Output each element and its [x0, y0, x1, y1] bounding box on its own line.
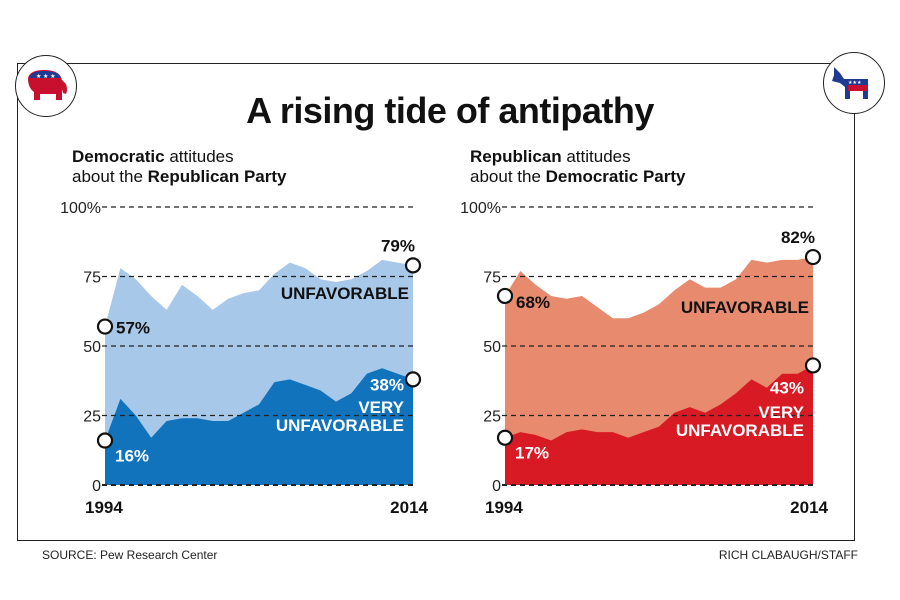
source-note: SOURCE: Pew Research Center	[42, 548, 218, 562]
subtitle-bold: Republican Party	[147, 167, 287, 186]
left-area-chart: 100% 75 50 25 0 1994 2014 57% 79% 16% 38% UNFAVORAB…	[60, 200, 428, 517]
data-point-marker	[96, 432, 114, 449]
y-tick-label: 100%	[460, 200, 501, 217]
start-unfavorable-label: 68%	[516, 293, 550, 312]
end-very-unfavorable-label: 43%	[770, 378, 804, 397]
data-point-marker	[496, 287, 514, 305]
svg-text:★ ★ ★: ★ ★ ★	[36, 73, 55, 80]
republican-elephant-icon: ★ ★ ★	[15, 55, 77, 117]
y-tick-label: 50	[483, 339, 501, 356]
start-unfavorable-label: 57%	[116, 319, 150, 338]
end-unfavorable-label: 79%	[381, 236, 415, 255]
svg-text:★★★: ★★★	[848, 80, 862, 86]
page-title: A rising tide of antipathy	[246, 90, 654, 131]
subtitle-bold: Democratic Party	[545, 167, 686, 186]
right-subtitle: Republican attitudes about the Democrati…	[470, 147, 685, 187]
y-tick-label: 25	[83, 409, 101, 426]
unfavorable-series-label: UNFAVORABLE	[681, 298, 809, 317]
democratic-donkey-icon: ★★★	[823, 52, 885, 114]
y-tick-label: 25	[483, 409, 501, 426]
end-very-unfavorable-label: 38%	[370, 375, 404, 394]
data-point-marker	[404, 257, 422, 274]
y-tick-label: 0	[492, 478, 501, 495]
subtitle-text: attitudes	[164, 147, 234, 166]
data-point-marker	[804, 357, 822, 374]
data-point-marker	[804, 248, 822, 266]
y-tick-label: 75	[483, 270, 501, 287]
frame	[17, 63, 855, 541]
credit-note: RICH CLABAUGH/STAFF	[718, 548, 858, 562]
very-unfavorable-series-label: VERY	[358, 398, 404, 417]
data-point-marker	[96, 318, 114, 335]
y-tick-label: 50	[83, 339, 101, 356]
start-very-unfavorable-label: 17%	[515, 444, 549, 463]
x-tick-label: 2014	[790, 498, 828, 517]
very-unfavorable-area	[505, 365, 813, 485]
subtitle-bold: Democratic	[72, 147, 165, 166]
subtitle-text: attitudes	[561, 147, 631, 166]
end-unfavorable-label: 82%	[781, 228, 815, 247]
x-tick-label: 2014	[390, 498, 428, 517]
very-unfavorable-series-label: UNFAVORABLE	[276, 416, 404, 435]
unfavorable-series-label: UNFAVORABLE	[281, 284, 409, 303]
y-tick-label: 0	[92, 478, 101, 495]
start-very-unfavorable-label: 16%	[115, 447, 149, 466]
x-tick-label: 1994	[485, 498, 523, 517]
y-tick-label: 100%	[60, 200, 101, 217]
data-point-marker	[404, 371, 422, 388]
subtitle-text: about the	[72, 167, 148, 186]
x-tick-label: 1994	[85, 498, 123, 517]
very-unfavorable-area	[105, 368, 413, 485]
subtitle-bold: Republican	[470, 147, 562, 166]
right-area-chart: 100% 75 50 25 0 1994 2014 68% 82% 17% 43% UNFAVORAB…	[460, 200, 828, 517]
subtitle-text: about the	[470, 167, 546, 186]
very-unfavorable-series-label: UNFAVORABLE	[676, 421, 804, 440]
very-unfavorable-series-label: VERY	[758, 403, 804, 422]
y-tick-label: 75	[83, 270, 101, 287]
data-point-marker	[496, 429, 514, 446]
left-subtitle: Democratic attitudes about the Republica…	[72, 147, 287, 187]
